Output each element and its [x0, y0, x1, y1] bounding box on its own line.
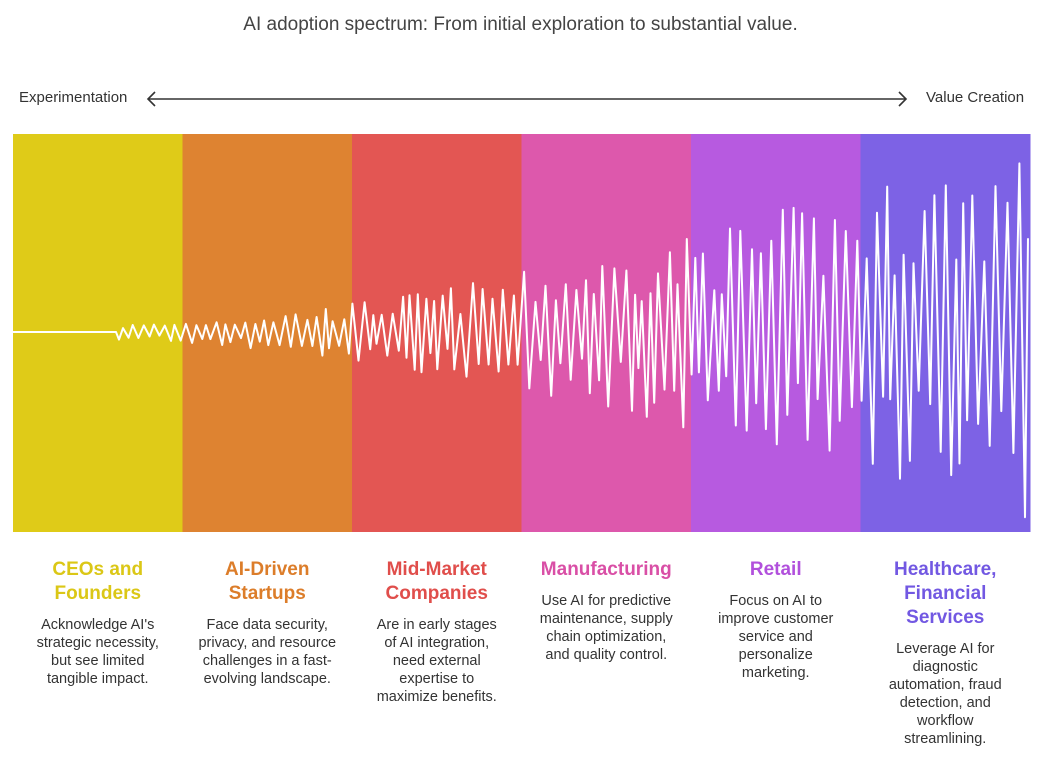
segment-title: Mid-Market Companies — [385, 559, 488, 604]
segment-column: CEOs and Founders Acknowledge AI's strate… — [13, 558, 183, 688]
segment-column: Manufacturing Use AI for predictive maint… — [522, 558, 692, 664]
segment-description: Are in early stages of AI integration, n… — [376, 617, 497, 705]
segment-description: Use AI for predictive maintenance, suppl… — [539, 593, 673, 663]
segment-title: CEOs and Founders — [52, 559, 144, 604]
band-segment — [521, 134, 692, 532]
spectrum-arrow-left-head — [146, 91, 156, 107]
segment-description: Leverage AI for diagnostic automation, f… — [888, 641, 1002, 747]
band-segment — [352, 134, 522, 532]
segment-title: Manufacturing — [540, 559, 672, 580]
spectrum-bands — [13, 134, 1031, 532]
segment-column: Healthcare, Financial Services Leverage A… — [861, 558, 1031, 748]
axis-left-label: Experimentation — [19, 89, 128, 106]
segment-title: Retail — [749, 559, 802, 580]
signal-wave — [13, 162, 1029, 519]
segment-column: Mid-Market Companies Are in early stages … — [352, 558, 522, 706]
axis-right-label: Value Creation — [926, 89, 1025, 106]
segment-description: Acknowledge AI's strategic necessity, bu… — [36, 617, 159, 687]
segment-description: Face data security, privacy, and resourc… — [198, 617, 337, 687]
spectrum-arrow-right-head — [898, 91, 908, 107]
spectrum-arrow — [146, 91, 908, 107]
segment-column: Retail Focus on AI to improve customer se… — [691, 558, 861, 682]
diagram-title: AI adoption spectrum: From initial explo… — [243, 14, 798, 35]
segment-column: AI-Driven Startups Face data security, pr… — [183, 558, 353, 688]
segment-title: AI-Driven Startups — [225, 559, 310, 604]
segment-title: Healthcare, Financial Services — [894, 559, 997, 628]
segment-description: Focus on AI to improve customer service … — [718, 593, 834, 681]
